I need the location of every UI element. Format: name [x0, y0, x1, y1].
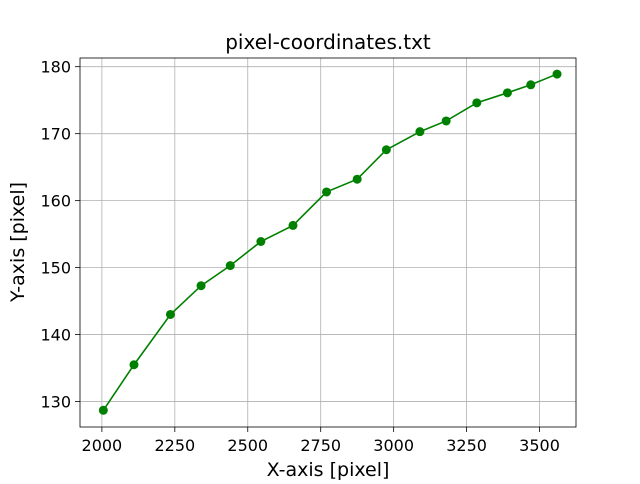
- plot-area-frame: [79, 57, 577, 428]
- data-point: [472, 98, 482, 108]
- tick-marks: 2000 2250 2500 2750 3000 3250 3500 130 140 150 160…: [40, 58, 559, 455]
- x-axis-label: X-axis [pixel]: [267, 459, 390, 480]
- data-point: [288, 220, 298, 230]
- x-tick-label: 2250: [154, 436, 195, 455]
- data-point: [381, 145, 391, 155]
- data-point: [225, 261, 235, 271]
- y-tick-label: 160: [40, 192, 71, 211]
- y-tick-label: 170: [40, 125, 71, 144]
- series-line: [102, 73, 558, 411]
- x-tick-label: 2750: [300, 436, 341, 455]
- data-point: [352, 174, 362, 184]
- data-point: [98, 405, 108, 415]
- y-tick-label: 140: [40, 326, 71, 345]
- x-tick-label: 2500: [227, 436, 268, 455]
- data-point: [196, 281, 206, 291]
- data-point: [552, 69, 562, 79]
- x-tick-label: 2000: [82, 436, 123, 455]
- data-point: [526, 80, 536, 90]
- grid-lines: [80, 58, 576, 427]
- data-point: [415, 127, 425, 137]
- data-point: [129, 360, 139, 370]
- axes-frame: [79, 57, 577, 428]
- data-point: [322, 187, 332, 197]
- y-tick-label: 130: [40, 393, 71, 412]
- data-point: [256, 236, 266, 246]
- data-point: [441, 116, 451, 126]
- series-layer: [98, 69, 562, 415]
- chart-title: pixel-coordinates.txt: [225, 30, 431, 54]
- x-tick-label: 3500: [519, 436, 560, 455]
- data-point: [165, 309, 175, 319]
- x-tick-label: 3000: [373, 436, 414, 455]
- y-axis-label: Y-axis [pixel]: [7, 182, 29, 303]
- x-tick-label: 3250: [446, 436, 487, 455]
- y-tick-label: 150: [40, 259, 71, 278]
- data-point: [502, 88, 512, 98]
- y-tick-label: 180: [40, 58, 71, 77]
